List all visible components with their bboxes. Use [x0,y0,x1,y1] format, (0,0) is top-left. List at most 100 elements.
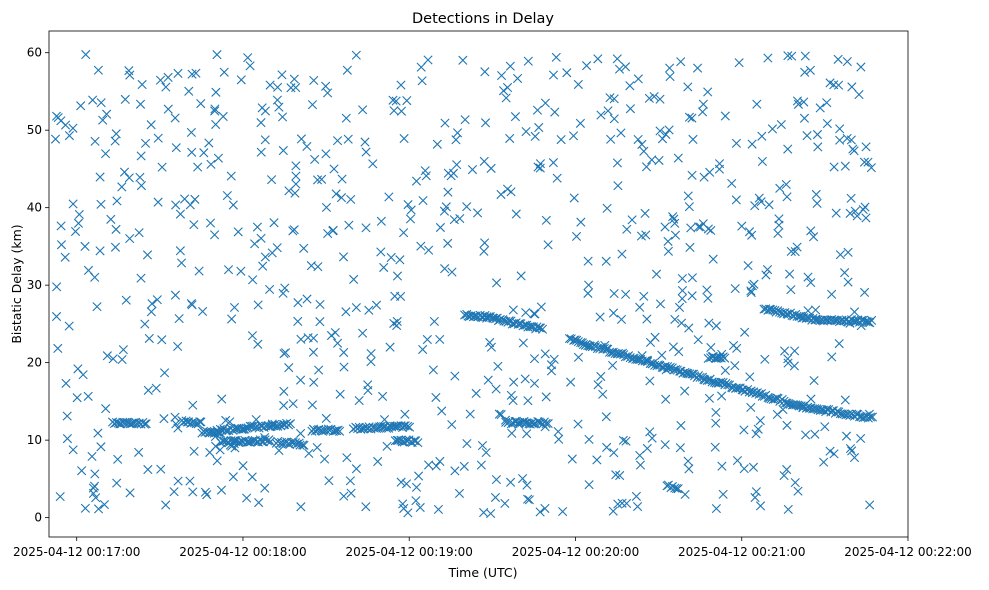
data-point [486,342,496,352]
data-point [554,434,564,444]
data-point [702,375,712,385]
data-point [378,391,388,401]
data-point [194,266,204,276]
data-point [592,455,602,465]
data-point [684,323,694,333]
data-point [277,70,287,80]
data-point [833,80,844,90]
data-point [245,61,255,71]
data-point [694,222,704,232]
data-point [668,342,678,352]
data-point [680,489,690,499]
data-point [609,448,619,458]
data-point [269,218,279,228]
data-point [835,409,845,419]
data-point [790,477,800,488]
data-point [399,133,409,144]
data-point [782,464,792,475]
data-point [303,333,313,343]
data-point [298,440,308,450]
data-point [402,96,412,106]
data-point [502,184,513,194]
data-point [51,311,62,322]
data-point [331,189,341,199]
data-point [247,331,258,341]
plot-area [50,49,878,519]
data-point [532,322,542,332]
data-point [704,318,714,328]
data-point [618,435,628,445]
data-point [274,445,284,456]
data-point [171,143,181,153]
data-point [326,330,337,341]
data-point [415,502,425,513]
data-point [732,455,743,466]
data-point [522,429,532,439]
data-point [661,365,671,375]
data-point [196,99,206,109]
data-point [309,377,319,387]
data-point [226,171,236,181]
data-point [603,106,613,116]
data-point [460,115,470,125]
data-point [755,416,765,426]
data-point [248,275,258,285]
data-point [540,98,551,108]
data-point [187,147,197,157]
data-point [366,357,376,367]
data-point [376,216,386,226]
data-point [849,307,860,317]
x-tick-label: 2025-04-12 00:20:00 [512,545,639,559]
data-point [608,308,619,318]
data-point [102,351,112,361]
data-point [615,470,625,481]
data-point [685,242,695,252]
data-point [663,236,673,246]
data-point [523,396,533,406]
data-point [522,480,532,490]
data-point [293,316,303,326]
data-point [337,174,347,184]
data-point [655,299,666,309]
data-point [720,111,730,121]
data-point [143,464,153,475]
data-point [717,391,727,401]
data-point [546,366,557,376]
data-point [173,423,183,433]
data-point [161,82,171,92]
data-point [660,440,670,450]
data-point [705,374,715,384]
data-point [189,220,199,230]
data-point [647,433,657,443]
data-point [435,334,445,345]
plot-frame [48,30,909,538]
data-point [801,313,811,323]
y-tick-label: 10 [27,433,42,447]
data-point [580,340,590,350]
data-point [60,252,70,262]
data-point [108,354,118,364]
data-point [541,418,551,429]
data-point [87,451,97,462]
data-point [762,265,773,275]
data-point [351,50,361,60]
data-point [575,118,586,128]
data-point [432,139,442,149]
data-point [846,193,856,203]
data-point [566,377,576,387]
data-point [376,421,386,431]
data-point [593,54,603,64]
data-point [76,101,86,111]
data-point [361,422,371,432]
data-point [274,102,284,112]
data-point [398,499,408,509]
data-point [535,163,545,173]
data-point [711,407,721,418]
data-point [125,233,135,244]
data-point [205,218,216,228]
data-point [267,419,277,429]
data-point [731,195,741,205]
data-point [782,420,792,430]
data-point [222,190,232,201]
data-point [783,144,793,154]
